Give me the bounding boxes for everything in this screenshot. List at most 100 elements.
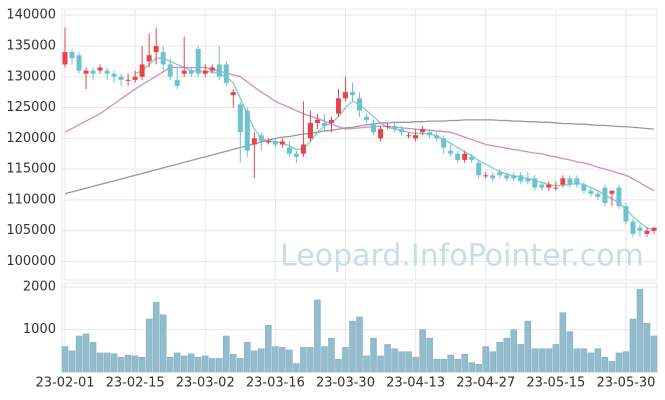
candle-body: [406, 135, 412, 137]
volume-bar: [426, 337, 433, 373]
volume-bar: [159, 314, 167, 373]
volume-bar: [251, 350, 258, 373]
y-tick-label: 120000: [6, 131, 56, 146]
candle-body: [476, 162, 482, 176]
volume-bar: [489, 351, 496, 373]
candle-body: [62, 52, 68, 65]
candle-body: [174, 79, 180, 86]
candle-body: [188, 70, 194, 74]
volume-bar: [349, 320, 356, 373]
candle-body: [574, 178, 580, 185]
volume-bar: [370, 337, 377, 373]
x-tick-label: 23-03-30: [316, 376, 375, 391]
moving-average-line: [64, 66, 655, 192]
volume-bar: [643, 323, 651, 373]
volume-bar: [475, 364, 482, 373]
candle-body: [581, 184, 587, 191]
candle-body: [483, 175, 489, 177]
volume-bar: [580, 348, 588, 373]
volume-bar: [391, 348, 398, 373]
candle-body: [321, 122, 327, 127]
candle-body: [448, 150, 454, 154]
volume-bar: [265, 325, 272, 373]
candle-body: [237, 104, 243, 133]
candle-body: [413, 135, 419, 139]
candle-body: [202, 70, 208, 74]
volume-bar: [433, 359, 440, 373]
volume-bar: [293, 363, 300, 373]
candle-body: [251, 138, 257, 145]
candle-body: [427, 132, 433, 136]
candle-body: [469, 156, 475, 160]
volume-bar: [131, 355, 139, 373]
volume-bar: [447, 354, 454, 373]
candle-body: [97, 67, 103, 71]
candle-body: [139, 64, 145, 77]
y-tick-label: 100000: [6, 254, 56, 269]
candle-body: [532, 178, 538, 188]
volume-bar: [398, 351, 405, 373]
candle-body: [364, 116, 370, 120]
x-tick-label: 23-05-15: [526, 376, 585, 391]
volume-bar: [650, 335, 658, 373]
candle-body: [518, 175, 524, 182]
volume-bar: [61, 346, 69, 373]
candle-body: [83, 70, 89, 74]
candle-body: [588, 190, 594, 194]
candle-body: [146, 55, 152, 62]
y-tick-label: 130000: [6, 69, 56, 84]
volume-bar: [587, 352, 595, 373]
candle-body: [328, 119, 334, 123]
candle-body: [455, 153, 461, 160]
volume-bar: [124, 354, 132, 373]
volume-bar: [594, 348, 602, 373]
volume-bar: [103, 352, 111, 373]
candle-body: [223, 64, 229, 83]
watermark: Leopard.InfoPointer.com: [280, 239, 644, 274]
volume-bar: [244, 342, 251, 373]
candle-body: [525, 178, 531, 182]
volume-bar: [356, 316, 363, 373]
volume-bar: [279, 347, 286, 373]
candle-body: [265, 141, 271, 143]
volume-bar: [321, 346, 328, 373]
volume-bar: [601, 356, 609, 373]
volume-bar: [524, 320, 532, 373]
volume-bar: [117, 356, 125, 373]
candle-body: [258, 135, 264, 142]
volume-bar: [68, 350, 76, 373]
candle-body: [644, 230, 650, 234]
volume-bar: [300, 347, 307, 373]
x-tick-label: 23-02-01: [35, 376, 94, 391]
candle-body: [399, 129, 405, 133]
volume-bar: [482, 346, 489, 373]
candle-body: [209, 67, 215, 71]
volume-bar: [573, 348, 581, 373]
volume-bar: [629, 318, 637, 373]
candle-body: [357, 98, 362, 111]
candle-body: [90, 70, 96, 74]
volume-bar: [363, 355, 370, 373]
volume-bar: [237, 358, 244, 373]
y-tick-label: 140000: [6, 8, 56, 23]
candle-body: [497, 172, 503, 176]
candle-body: [76, 55, 82, 71]
y-tick-label: 2000: [23, 280, 56, 295]
y-tick-label: 105000: [6, 223, 56, 238]
moving-average-line: [64, 119, 655, 195]
volume-bar: [440, 359, 447, 373]
volume-bar: [152, 301, 160, 373]
x-tick-label: 23-03-02: [176, 376, 235, 391]
volume-bar: [377, 355, 384, 373]
volume-bar: [89, 342, 97, 373]
volume-bar: [173, 352, 181, 373]
volume-bar: [510, 329, 518, 373]
candle-body: [286, 147, 292, 154]
volume-bar: [110, 353, 118, 373]
volume-bar: [166, 356, 174, 373]
y-tick-label: 110000: [6, 192, 56, 207]
volume-bar: [419, 329, 426, 373]
volume-bar: [503, 337, 510, 373]
y-tick-label: 115000: [6, 162, 56, 177]
candle-body: [195, 49, 201, 74]
